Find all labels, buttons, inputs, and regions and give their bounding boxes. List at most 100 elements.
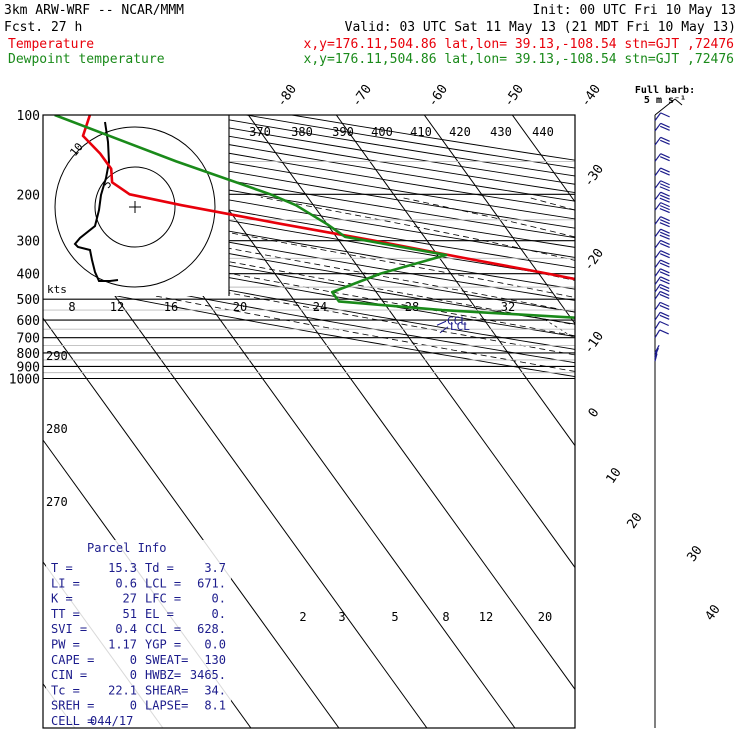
parcel-param-label: Td = xyxy=(145,561,174,575)
wind-barb xyxy=(654,202,670,214)
theta-side-label: 270 xyxy=(46,495,68,509)
hodograph-ring xyxy=(94,166,176,248)
theta-side-label: 290 xyxy=(46,349,68,363)
parcel-param-label: SVI = xyxy=(51,622,87,636)
temperature-label: Temperature xyxy=(8,37,94,52)
ccl-marker: CCL xyxy=(447,314,467,327)
parcel-param-label: PW = xyxy=(51,638,80,652)
wind-barb xyxy=(654,191,670,203)
theta-label: 410 xyxy=(410,125,432,139)
mixing-ratio-line xyxy=(719,320,740,384)
mixing-ratio-label: 8 xyxy=(442,610,449,624)
dry-adiabat xyxy=(246,115,575,169)
parcel-param-label: CIN = xyxy=(51,668,87,682)
mixing-ratio-label: 2 xyxy=(299,610,306,624)
parcel-param-value: 044/17 xyxy=(90,714,133,728)
parcel-param-label: HWBZ= xyxy=(145,668,181,682)
parcel-param-value: 0. xyxy=(212,592,226,606)
isotherm-label: -80 xyxy=(274,82,300,110)
theta-label: 400 xyxy=(371,125,393,139)
parcel-param-value: 3465. xyxy=(190,668,226,682)
dry-adiabat xyxy=(43,254,575,350)
isotherm-label: -70 xyxy=(349,82,375,110)
dry-adiabat xyxy=(43,155,575,248)
parcel-param-label: K = xyxy=(51,592,73,606)
upper-axis-label: 8 xyxy=(68,300,75,314)
isotherm-label: -50 xyxy=(501,82,527,110)
parcel-param-value: 22.1 xyxy=(108,683,137,697)
pressure-label: 200 xyxy=(17,188,40,203)
parcel-param-value: 0. xyxy=(212,607,226,621)
model-title: 3km ARW-WRF -- NCAR/MMM xyxy=(4,3,184,18)
upper-axis-label: 16 xyxy=(164,300,178,314)
upper-axis-label: 32 xyxy=(501,300,515,314)
dry-adiabat xyxy=(43,175,575,269)
parcel-param-label: LCL = xyxy=(145,576,181,590)
dry-adiabat xyxy=(291,115,575,161)
pressure-label: 500 xyxy=(17,293,40,308)
parcel-param-label: T = xyxy=(51,561,73,575)
isotherm-line xyxy=(423,115,575,325)
isotherm-label: 0 xyxy=(586,405,603,420)
theta-label: 370 xyxy=(249,125,271,139)
moist-adiabat xyxy=(399,196,575,238)
wind-barb xyxy=(654,250,670,259)
skewt-grid xyxy=(43,115,740,728)
dry-adiabat xyxy=(43,146,575,239)
dewpoint-station-info: x,y=176.11,504.86 lat,lon= 39.13,-108.54… xyxy=(304,52,734,67)
isotherm-label: 20 xyxy=(624,510,645,531)
parcel-param-value: 0.4 xyxy=(115,622,137,636)
theta-label: 380 xyxy=(291,125,313,139)
parcel-param-value: 1.17 xyxy=(108,638,137,652)
parcel-info-title: Parcel Info xyxy=(87,541,166,555)
wind-barb xyxy=(654,268,670,277)
parcel-param-value: 671. xyxy=(197,576,226,590)
parcel-param-label: TT = xyxy=(51,607,80,621)
wind-barb xyxy=(654,180,670,192)
wind-barb xyxy=(654,290,670,300)
isotherm-label: -40 xyxy=(578,82,604,110)
mixing-ratio-label: 5 xyxy=(391,610,398,624)
theta-label: 390 xyxy=(332,125,354,139)
pressure-label: 1000 xyxy=(9,373,40,388)
pressure-label: 300 xyxy=(17,235,40,250)
isotherm-line xyxy=(159,115,575,691)
mixing-ratio-line xyxy=(617,320,725,384)
parcel-param-value: 0.0 xyxy=(204,638,226,652)
hodograph-trace xyxy=(73,121,119,282)
wind-barb xyxy=(654,136,670,146)
parcel-param-label: EL = xyxy=(145,607,174,621)
dry-adiabat xyxy=(43,280,575,378)
parcel-param-label: SREH = xyxy=(51,699,94,713)
wind-legend-line2: 5 m s⁻¹ xyxy=(644,95,686,106)
valid-time: Valid: 03 UTC Sat 11 May 13 (21 MDT Fri … xyxy=(345,20,736,35)
mixing-ratio-line xyxy=(661,320,740,384)
wind-barb xyxy=(654,122,670,132)
lcl-marker: LCL xyxy=(450,320,470,333)
mixing-ratio-label: 3 xyxy=(338,610,345,624)
mixing-ratio-label: 12 xyxy=(479,610,493,624)
parcel-param-value: 0 xyxy=(130,653,137,667)
upper-axis-label: 24 xyxy=(313,300,327,314)
wind-legend-line1: Full barb: xyxy=(635,85,695,96)
mixing-ratio-line xyxy=(545,319,575,339)
wind-barb xyxy=(654,167,670,177)
parcel-param-label: SWEAT= xyxy=(145,653,188,667)
hodograph-background xyxy=(43,115,229,296)
parcel-param-label: CCL = xyxy=(145,622,181,636)
parcel-param-label: CELL = xyxy=(51,714,94,728)
wind-barb xyxy=(654,228,670,240)
parcel-param-value: 34. xyxy=(204,683,226,697)
isotherm-label: -30 xyxy=(581,162,607,190)
wind-barb xyxy=(654,259,670,269)
parcel-param-label: SHEAR= xyxy=(145,683,188,697)
lcl-marker-line xyxy=(439,326,449,334)
init-time: Init: 00 UTC Fri 10 May 13 xyxy=(533,3,737,18)
parcel-param-value: 27 xyxy=(123,592,137,606)
isotherm-line xyxy=(247,115,575,569)
wind-barb xyxy=(654,353,658,362)
dewpoint-profile xyxy=(54,115,575,319)
ccl-marker-line xyxy=(436,320,447,326)
pressure-label: 600 xyxy=(17,314,40,329)
